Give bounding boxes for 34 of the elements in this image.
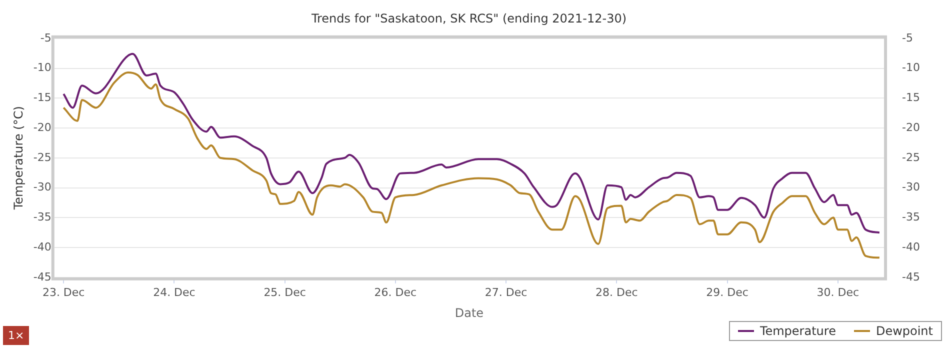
y2-tick-label: -35 — [902, 210, 920, 224]
y2-tick-label: -10 — [902, 61, 920, 74]
y-tick-label: -20 — [33, 120, 52, 134]
y-tick-label: -40 — [33, 240, 52, 254]
y-tick-label: -10 — [33, 61, 52, 74]
y-tick-label: -5 — [40, 31, 52, 44]
x-tick-label: 27. Dec — [484, 286, 528, 299]
y-tick-label: -25 — [33, 150, 52, 164]
line-series — [62, 71, 880, 259]
x-tick-label: 29. Dec — [706, 286, 748, 299]
legend-label: Temperature — [760, 324, 836, 338]
x-tick-label: 23. Dec — [42, 286, 85, 299]
y2-tick-label: -45 — [902, 270, 920, 284]
x-tick-label: 24. Dec — [153, 286, 196, 299]
x-tick-label: 30. Dec — [816, 286, 860, 299]
y2-tick-label: -40 — [902, 240, 920, 254]
line-series — [62, 52, 880, 234]
y-tick-label: -45 — [33, 270, 52, 284]
text: 1× — [3, 326, 30, 345]
y2-tick-label: -15 — [902, 91, 920, 104]
chart-title: Trends for "Saskatoon, SK RCS" (ending 2021-12-30) — [310, 11, 627, 26]
legend-label: Dewpoint — [876, 324, 933, 338]
y-tick-label: -15 — [33, 91, 52, 104]
y2-tick-label: -25 — [902, 150, 920, 164]
y-tick-label: -30 — [33, 180, 52, 194]
x-tick-label: 26. Dec — [374, 286, 417, 299]
y2-tick-label: -20 — [902, 120, 920, 134]
x-tick-label: 25. Dec — [264, 286, 306, 299]
y2-tick-label: -30 — [902, 180, 920, 194]
y-tick-label: -35 — [33, 210, 52, 224]
y2-tick-label: -5 — [902, 31, 914, 44]
x-axis-title: Date — [454, 306, 484, 320]
y-axis-title: Temperature (°C) — [11, 106, 26, 211]
x-tick-label: 28. Dec — [596, 286, 638, 299]
